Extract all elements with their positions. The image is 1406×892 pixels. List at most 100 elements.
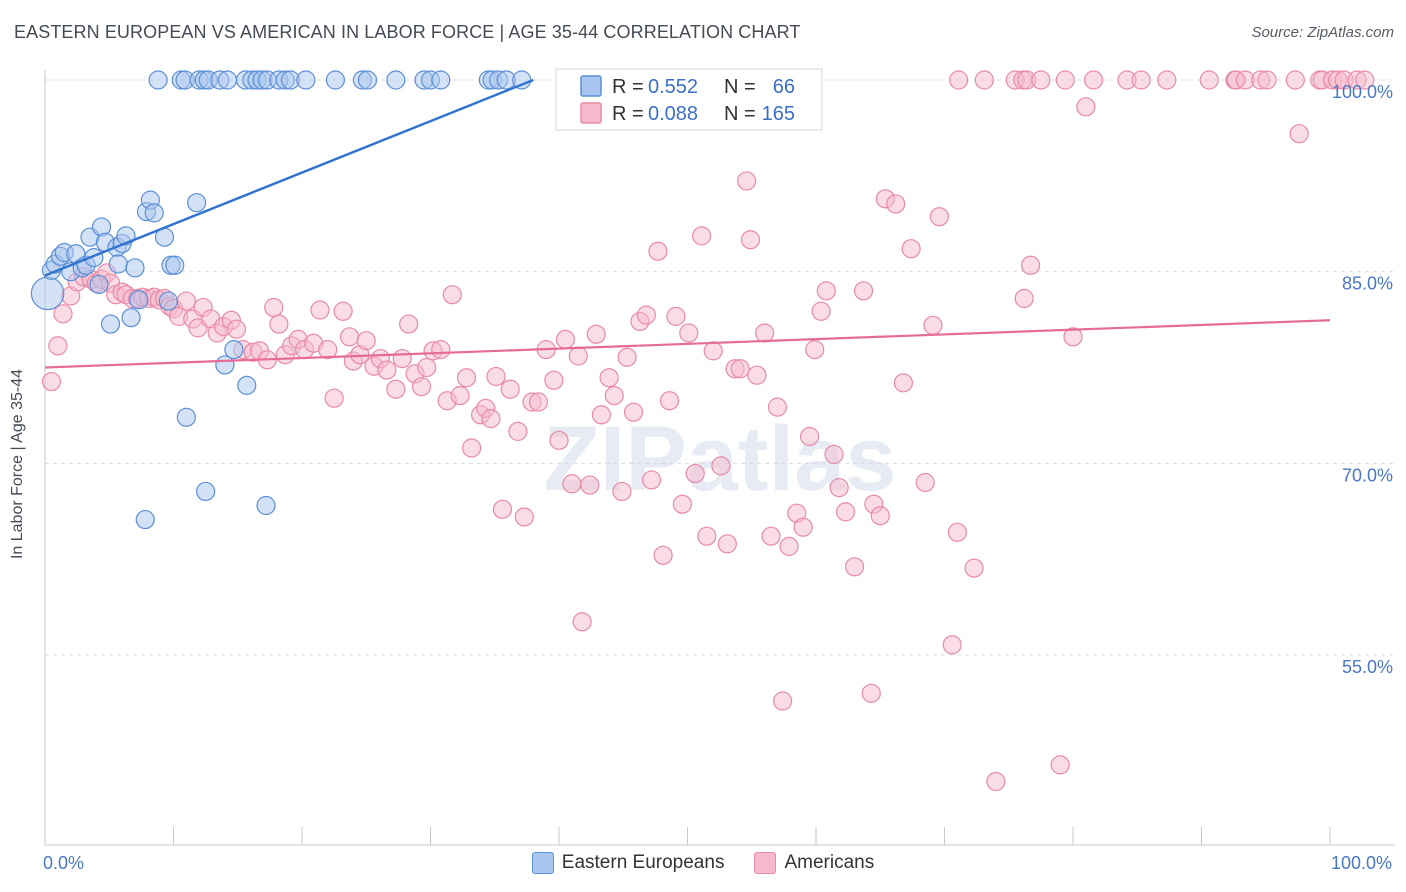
- americans-point-131: [870, 506, 890, 526]
- americans-point-80: [549, 430, 569, 450]
- americans-point-74: [508, 421, 528, 441]
- americans-point-160: [1199, 70, 1219, 90]
- americans-point-109: [730, 359, 750, 379]
- eastern-europeans-point-0: [30, 276, 65, 311]
- eastern-europeans-point-25: [144, 203, 164, 223]
- americans-point-92: [623, 402, 644, 422]
- americans-point-72: [492, 499, 513, 519]
- americans-point-103: [692, 226, 712, 246]
- americans-point-141: [964, 558, 984, 578]
- americans-point-144: [1020, 255, 1041, 275]
- eastern-europeans-point-56: [386, 70, 406, 90]
- americans-point-79: [544, 370, 564, 390]
- americans-point-135: [901, 239, 921, 259]
- stats-legend: R = 0.552 N = 66 R = 0.088 N = 165: [555, 68, 823, 131]
- legend-item-eastern-europeans[interactable]: Eastern Europeans: [531, 852, 725, 874]
- americans-point-85: [580, 475, 600, 495]
- americans-point-111: [740, 230, 761, 250]
- americans-points: [41, 70, 1375, 792]
- legend-label-eastern-europeans: Eastern Europeans: [561, 852, 725, 873]
- eastern-europeans-point-22: [135, 509, 155, 530]
- americans-point-82: [562, 474, 582, 494]
- trend-lines: [44, 78, 1331, 369]
- eastern-europeans-point-21: [129, 290, 149, 310]
- chart-title: EASTERN EUROPEAN VS AMERICAN IN LABOR FO…: [14, 22, 801, 42]
- eastern-europeans-point-20: [125, 258, 145, 278]
- americans-point-48: [339, 327, 360, 347]
- legend-r-label-1: R =: [612, 76, 644, 98]
- americans-point-57: [399, 314, 419, 334]
- americans-point-83: [568, 346, 588, 366]
- americans-point-45: [318, 340, 338, 360]
- legend-swatch-blue: [580, 75, 602, 97]
- americans-point-147: [1289, 124, 1309, 144]
- americans-point-51: [356, 331, 376, 351]
- americans-point-77: [528, 392, 549, 412]
- americans-point-84: [572, 612, 592, 632]
- americans-point-115: [767, 397, 788, 417]
- americans-point-165: [1257, 70, 1277, 90]
- legend-n-label-2: N =: [724, 103, 756, 125]
- americans-point-145: [1050, 755, 1070, 775]
- americans-point-89: [604, 386, 624, 406]
- series-legend: Eastern Europeans Americans: [0, 852, 1406, 874]
- x-tick-label-min: 0.0%: [43, 853, 84, 873]
- americans-point-120: [799, 426, 820, 447]
- americans-point-121: [805, 340, 825, 360]
- eastern-europeans-point-16: [108, 254, 128, 274]
- eastern-europeans-point-65: [217, 70, 238, 90]
- y-tick-label-1: 70.0%: [1342, 465, 1393, 485]
- americans-point-140: [947, 522, 967, 542]
- americans-point-98: [659, 391, 680, 411]
- americans-point-94: [636, 305, 656, 325]
- americans-point-2: [53, 304, 73, 324]
- americans-point-99: [666, 306, 686, 326]
- americans-point-0: [41, 371, 62, 392]
- eastern-europeans-point-29: [165, 255, 185, 275]
- americans-point-44: [310, 300, 330, 320]
- americans-point-138: [929, 207, 949, 227]
- eastern-europeans-point-55: [357, 70, 378, 90]
- eastern-europeans-point-36: [256, 495, 276, 516]
- legend-n-label-1: N =: [724, 76, 756, 98]
- americans-point-64: [442, 285, 462, 305]
- americans-point-129: [861, 683, 881, 703]
- americans-point-166: [1285, 70, 1305, 90]
- americans-point-133: [886, 194, 906, 214]
- americans-point-142: [986, 771, 1006, 792]
- americans-point-87: [591, 405, 612, 425]
- legend-r-label-2: R =: [612, 103, 644, 125]
- legend-swatch-eastern-europeans: [531, 852, 554, 874]
- eastern-europeans-point-19: [121, 308, 141, 328]
- americans-point-124: [824, 444, 844, 464]
- americans-point-88: [599, 368, 619, 388]
- americans-point-107: [717, 534, 737, 554]
- americans-point-86: [586, 324, 606, 344]
- legend-item-americans[interactable]: Americans: [754, 852, 874, 874]
- americans-point-148: [1076, 97, 1096, 117]
- americans-point-95: [641, 470, 662, 490]
- americans-point-123: [816, 281, 836, 301]
- legend-swatch-americans: [754, 852, 777, 874]
- americans-point-101: [679, 323, 699, 343]
- americans-point-60: [417, 357, 437, 378]
- americans-point-158: [1131, 70, 1151, 90]
- americans-point-96: [648, 241, 668, 261]
- americans-point-154: [1031, 70, 1051, 90]
- americans-point-122: [811, 301, 831, 321]
- americans-point-91: [617, 347, 637, 367]
- eastern-europeans-point-35: [237, 375, 257, 395]
- americans-point-65: [450, 386, 470, 406]
- americans-point-67: [462, 438, 482, 458]
- eastern-europeans-point-11: [89, 274, 109, 295]
- americans-point-73: [500, 379, 520, 399]
- americans-point-117: [779, 536, 799, 556]
- eastern-europeans-point-34: [224, 340, 244, 360]
- americans-point-56: [392, 348, 412, 369]
- americans-point-159: [1157, 70, 1177, 90]
- americans-point-112: [747, 365, 767, 385]
- legend-r-value-1: 0.552: [648, 76, 698, 98]
- y-tick-labels: 55.0% 70.0% 85.0% 100.0%: [1332, 82, 1393, 677]
- americans-point-100: [672, 494, 692, 514]
- americans-point-149: [949, 70, 969, 90]
